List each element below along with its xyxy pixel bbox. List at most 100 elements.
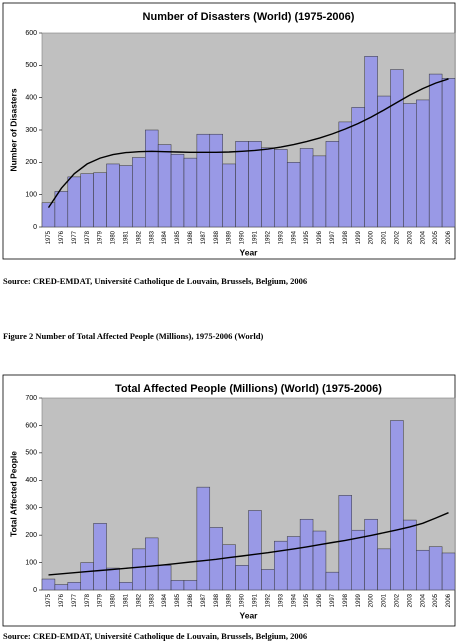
bar — [54, 584, 69, 591]
x-tick-label: 1978 — [85, 593, 91, 607]
bar — [248, 141, 262, 228]
y-tick-label: 200 — [25, 532, 37, 539]
x-tick-label: 2001 — [382, 593, 388, 607]
bar — [312, 155, 327, 228]
x-tick-label: 1984 — [162, 593, 168, 607]
y-tick-label: 0 — [33, 587, 37, 594]
bar — [428, 546, 443, 591]
x-tick-label: 1994 — [291, 593, 297, 607]
x-tick-label: 2006 — [446, 230, 452, 244]
x-tick-label: 2006 — [446, 593, 452, 607]
x-tick-label: 2005 — [433, 230, 439, 244]
bar — [145, 537, 159, 591]
bar — [299, 148, 314, 228]
bar — [403, 519, 417, 591]
x-tick-label: 1976 — [59, 230, 65, 244]
x-tick-label: 1981 — [123, 230, 129, 244]
x-tick-label: 2003 — [407, 230, 413, 244]
bar — [157, 565, 172, 591]
x-tick-label: 1992 — [265, 230, 271, 244]
y-tick-label: 600 — [25, 422, 37, 429]
bar — [441, 78, 456, 228]
x-tick-label: 1975 — [46, 593, 52, 607]
y-tick-label: 100 — [25, 559, 37, 566]
x-tick-label: 2004 — [420, 230, 426, 244]
x-tick-label: 1985 — [175, 593, 181, 607]
x-tick-label: 2005 — [433, 593, 439, 607]
x-tick-label: 1995 — [304, 593, 310, 607]
bar — [364, 56, 378, 228]
bar — [54, 191, 69, 228]
bar — [377, 548, 391, 591]
x-axis-label: Year — [240, 610, 259, 620]
y-tick-label: 200 — [25, 159, 37, 166]
x-tick-label: 1986 — [188, 593, 194, 607]
x-tick-label: 1980 — [111, 593, 117, 607]
figure-caption: Figure 2 Number of Total Affected People… — [3, 331, 263, 341]
x-tick-label: 1976 — [59, 593, 65, 607]
x-tick-label: 1988 — [214, 593, 220, 607]
bar — [441, 552, 456, 591]
bar — [403, 103, 417, 228]
x-tick-label: 1990 — [240, 230, 246, 244]
source-note: Source: CRED-EMDAT, Université Catholiqu… — [3, 276, 307, 286]
x-tick-label: 2004 — [420, 593, 426, 607]
x-tick-label: 1989 — [227, 230, 233, 244]
y-tick-label: 0 — [33, 224, 37, 231]
x-tick-label: 1995 — [304, 230, 310, 244]
y-axis-label: Number of Disasters — [8, 88, 18, 171]
bar — [325, 571, 340, 591]
bar — [261, 569, 275, 591]
bar — [248, 510, 262, 591]
bar — [299, 518, 314, 591]
bar — [377, 95, 391, 228]
x-tick-label: 1975 — [46, 230, 52, 244]
bar — [196, 133, 211, 228]
bar — [67, 176, 81, 228]
x-tick-label: 1987 — [201, 593, 207, 607]
bar — [196, 486, 211, 591]
bar — [67, 582, 81, 591]
x-tick-label: 1989 — [227, 593, 233, 607]
bar — [145, 129, 159, 228]
x-tick-label: 1993 — [278, 230, 284, 244]
bar — [222, 544, 236, 591]
x-tick-label: 2002 — [395, 593, 401, 607]
y-tick-label: 100 — [25, 192, 37, 199]
bar — [170, 154, 185, 228]
x-tick-label: 1991 — [253, 230, 259, 244]
x-tick-label: 1994 — [291, 230, 297, 244]
bar — [183, 157, 198, 228]
bar — [416, 99, 430, 228]
bar — [286, 536, 301, 591]
y-tick-label: 400 — [25, 95, 37, 102]
x-tick-label: 1977 — [72, 230, 78, 244]
bar — [93, 523, 107, 591]
x-tick-label: 1999 — [356, 593, 362, 607]
trend-line — [47, 78, 449, 208]
x-tick-label: 1998 — [343, 593, 349, 607]
bar — [41, 202, 56, 228]
x-tick-label: 1982 — [136, 593, 142, 607]
bar — [390, 69, 404, 228]
chart-title: Number of Disasters (World) (1975-2006) — [143, 11, 355, 23]
bar — [119, 582, 133, 591]
bar — [235, 565, 249, 591]
bar — [428, 73, 443, 228]
bar — [338, 121, 352, 228]
bar — [132, 157, 146, 228]
x-tick-label: 1997 — [330, 593, 336, 607]
bar — [80, 173, 94, 228]
x-tick-label: 1985 — [175, 230, 181, 244]
x-tick-label: 1981 — [123, 593, 129, 607]
bar — [261, 147, 275, 228]
x-tick-label: 1998 — [343, 230, 349, 244]
bar — [106, 567, 120, 591]
x-tick-label: 2002 — [395, 230, 401, 244]
x-tick-label: 2000 — [369, 593, 375, 607]
x-tick-label: 1991 — [253, 593, 259, 607]
x-tick-label: 1993 — [278, 593, 284, 607]
x-tick-label: 1983 — [149, 593, 155, 607]
x-tick-label: 1978 — [85, 230, 91, 244]
